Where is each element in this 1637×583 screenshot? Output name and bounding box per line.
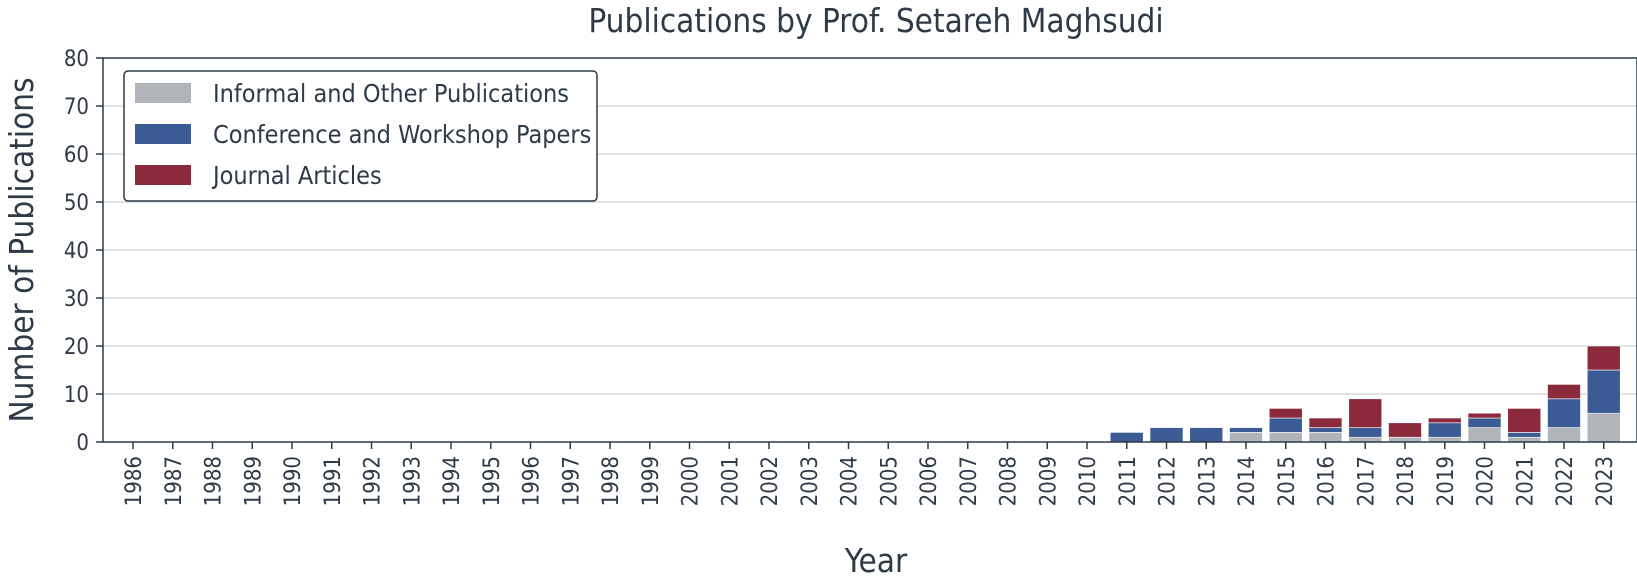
- x-tick-label: 2009: [1036, 456, 1061, 506]
- x-axis: 1986 1987 1988 1989 1990 1991 1992 1993 1994 1995…: [122, 442, 1618, 506]
- bar-segment-journal-2016: [1308, 417, 1343, 428]
- chart-title: Publications by Prof. Setareh Maghsudi: [588, 1, 1163, 40]
- y-tick-label: 20: [64, 335, 89, 360]
- bar-segment-conference-2021: [1507, 432, 1542, 438]
- bar-segment-journal-2015: [1268, 408, 1303, 419]
- legend-swatch: [135, 165, 191, 185]
- bar-segment-conference-2016: [1308, 427, 1343, 433]
- x-tick-label: 2016: [1315, 456, 1340, 506]
- bar-segment-conference-2020: [1467, 417, 1502, 428]
- x-tick-label: 2019: [1434, 456, 1459, 506]
- x-tick-label: 1997: [559, 456, 584, 506]
- y-tick-label: 0: [76, 431, 89, 456]
- x-tick-label: 1996: [520, 456, 545, 506]
- y-axis-label: Number of Publications: [2, 77, 41, 422]
- x-tick-label: 2014: [1235, 456, 1260, 506]
- legend: Informal and Other Publications Conferenc…: [123, 70, 598, 202]
- x-tick-label: 1999: [639, 456, 664, 506]
- x-tick-label: 2023: [1593, 456, 1618, 506]
- x-tick-label: 2012: [1156, 456, 1181, 506]
- bar-segment-conference-2011: [1109, 432, 1144, 443]
- y-tick-label: 60: [64, 143, 89, 168]
- x-tick-label: 2018: [1394, 456, 1419, 506]
- x-tick-label: 2011: [1116, 456, 1141, 506]
- x-tick-label: 1989: [241, 456, 266, 506]
- bar-segment-conference-2023: [1586, 369, 1621, 414]
- legend-swatch: [135, 124, 191, 144]
- legend-entry: Informal and Other Publications: [213, 79, 569, 108]
- bar-segment-journal-2023: [1586, 345, 1621, 371]
- x-tick-label: 2002: [758, 456, 783, 506]
- y-tick-label: 10: [64, 383, 89, 408]
- x-tick-label: 2017: [1354, 456, 1379, 506]
- x-tick-label: 1988: [202, 456, 227, 506]
- y-tick-label: 30: [64, 287, 89, 312]
- x-tick-label: 1995: [480, 456, 505, 506]
- x-tick-label: 2013: [1195, 456, 1220, 506]
- bar-segment-informal-2015: [1268, 432, 1303, 443]
- x-tick-label: 2021: [1513, 456, 1538, 506]
- x-tick-label: 2008: [997, 456, 1022, 506]
- x-tick-label: 1993: [400, 456, 425, 506]
- bar-segment-conference-2012: [1149, 427, 1184, 443]
- bar-segment-conference-2017: [1348, 427, 1383, 438]
- bar-segment-conference-2015: [1268, 417, 1303, 433]
- x-tick-label: 2001: [718, 456, 743, 506]
- x-tick-label: 2007: [957, 456, 982, 506]
- x-axis-label: Year: [844, 541, 908, 580]
- legend-swatch: [135, 83, 191, 103]
- bar-segment-journal-2018: [1388, 422, 1422, 438]
- bar-segment-informal-2020: [1467, 427, 1502, 443]
- y-tick-label: 40: [64, 239, 89, 264]
- legend-box: [123, 70, 598, 202]
- y-tick-label: 50: [64, 191, 89, 216]
- x-tick-label: 1994: [440, 456, 465, 506]
- bar-segment-journal-2022: [1547, 384, 1581, 400]
- bar-segment-journal-2020: [1467, 412, 1502, 419]
- bar-segment-conference-2019: [1427, 422, 1462, 438]
- x-tick-label: 1990: [281, 456, 306, 506]
- bar-segment-conference-2014: [1229, 427, 1263, 433]
- x-tick-label: 1987: [162, 456, 187, 506]
- bar-segment-journal-2017: [1348, 398, 1383, 428]
- x-tick-label: 1991: [321, 456, 346, 506]
- legend-entry: Journal Articles: [211, 161, 382, 190]
- legend-entry: Conference and Workshop Papers: [213, 120, 591, 149]
- bar-segment-informal-2014: [1229, 432, 1263, 443]
- y-tick-label: 70: [64, 95, 89, 120]
- x-tick-label: 1992: [361, 456, 386, 506]
- bar-segment-informal-2016: [1308, 432, 1343, 443]
- x-tick-label: 2020: [1474, 456, 1499, 506]
- x-tick-label: 2003: [798, 456, 823, 506]
- y-tick-label: 80: [64, 47, 89, 72]
- x-tick-label: 2005: [877, 456, 902, 506]
- bar-segment-conference-2022: [1547, 398, 1581, 428]
- bar-segment-informal-2022: [1547, 427, 1581, 443]
- x-tick-label: 1986: [122, 456, 147, 506]
- x-tick-label: 2000: [679, 456, 704, 506]
- bar-segment-journal-2019: [1427, 417, 1462, 424]
- y-axis: 0 10 20 30 40 50 60 70 80: [64, 47, 103, 456]
- x-tick-label: 2015: [1275, 456, 1300, 506]
- bars: [1109, 345, 1621, 443]
- bar-segment-conference-2013: [1189, 427, 1224, 443]
- bar-segment-informal-2023: [1586, 412, 1621, 443]
- x-tick-label: 2010: [1076, 456, 1101, 506]
- x-tick-label: 1998: [599, 456, 624, 506]
- bar-segment-journal-2021: [1507, 408, 1542, 433]
- x-tick-label: 2022: [1553, 456, 1578, 506]
- x-tick-label: 2006: [917, 456, 942, 506]
- x-tick-label: 2004: [838, 456, 863, 506]
